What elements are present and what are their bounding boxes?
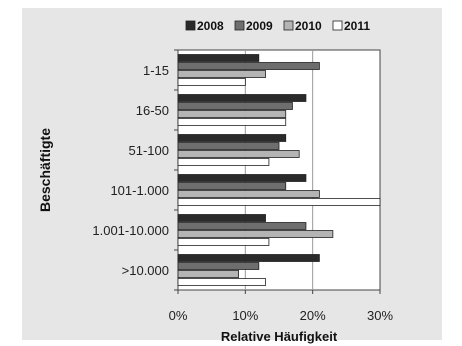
x-tick-label-1: 10% <box>232 308 258 323</box>
legend-swatch-2010 <box>283 20 294 31</box>
y-tick-label-6: >10.000 <box>122 263 169 278</box>
bar-2009-1 <box>177 62 320 70</box>
bar-2009-6 <box>177 262 260 270</box>
bar-2010-5 <box>177 230 334 238</box>
bar-2008-3 <box>177 134 287 142</box>
bar-2008-4 <box>177 174 307 182</box>
bar-2011-3 <box>177 158 270 166</box>
legend-label-2010: 2010 <box>295 19 322 33</box>
x-axis-ticks: 0% 10% 20% 30% <box>169 290 393 323</box>
x-tick-label-3: 30% <box>367 308 393 323</box>
y-tick-label-2: 16-50 <box>136 103 169 118</box>
legend-label-2008: 2008 <box>197 19 224 33</box>
bar-2008-2 <box>177 94 307 102</box>
legend-swatch-2009 <box>234 20 245 31</box>
bar-2008-6 <box>177 254 320 262</box>
bar-2008-5 <box>177 214 266 222</box>
bar-2010-3 <box>177 150 300 158</box>
legend-swatch-2011 <box>332 20 343 31</box>
y-tick-label-1: 1-15 <box>143 63 169 78</box>
bar-2009-4 <box>177 182 287 190</box>
bars <box>177 54 381 286</box>
y-tick-label-5: 1.001-10.000 <box>92 223 169 238</box>
bar-2009-2 <box>177 102 293 110</box>
y-axis-title: Beschäftigte <box>37 128 53 212</box>
bar-2010-1 <box>177 70 266 78</box>
legend: 2008 2009 2010 2011 <box>185 19 370 33</box>
bar-2011-2 <box>177 118 287 126</box>
bar-2011-4 <box>177 198 381 206</box>
x-tick-label-0: 0% <box>169 308 188 323</box>
y-tick-label-4: 101-1.000 <box>110 183 169 198</box>
plot-area <box>177 49 381 291</box>
bar-2008-1 <box>177 54 260 62</box>
legend-swatch-2008 <box>185 20 196 31</box>
legend-label-2011: 2011 <box>344 19 370 33</box>
x-tick-label-2: 20% <box>300 308 326 323</box>
bar-2011-6 <box>177 278 266 286</box>
bar-2010-2 <box>177 110 287 118</box>
bar-2009-3 <box>177 142 280 150</box>
legend-label-2009: 2009 <box>246 19 273 33</box>
bar-2011-5 <box>177 238 270 246</box>
y-axis-ticks: 1-15 16-50 51-100 101-1.000 1.001-10.000 >10.… <box>92 49 178 291</box>
bar-2010-6 <box>177 270 239 278</box>
bar-2011-1 <box>177 78 246 86</box>
gridlines <box>244 50 314 290</box>
y-tick-label-3: 51-100 <box>129 143 169 158</box>
bar-2010-4 <box>177 190 320 198</box>
x-axis-title: Relative Häufigkeit <box>221 329 338 344</box>
bar-2009-5 <box>177 222 307 230</box>
